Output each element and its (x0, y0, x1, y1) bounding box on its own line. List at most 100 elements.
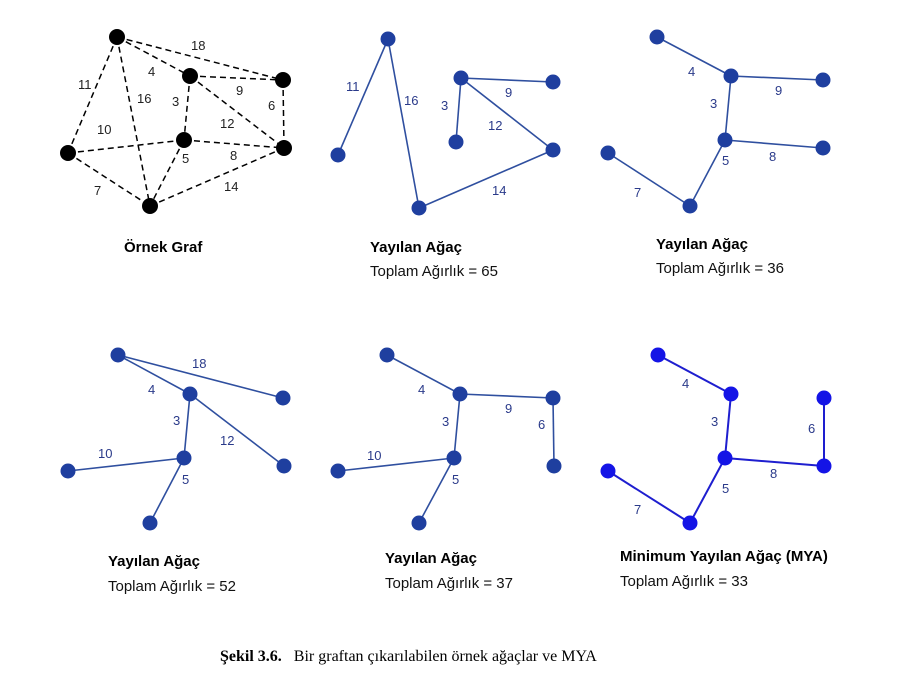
example-edge (149, 139, 185, 207)
tree-edge (724, 75, 732, 141)
tree-node (545, 74, 561, 90)
edge-weight-label: 3 (441, 98, 448, 113)
edge-weight-label: 6 (538, 417, 545, 432)
tree-node (411, 200, 427, 216)
tree-node (545, 390, 561, 406)
edge-weight-label: 18 (192, 356, 206, 371)
edge-weight-label: 9 (775, 83, 782, 98)
edge-weight-label: 12 (220, 116, 234, 131)
edge-weight-label: 11 (346, 79, 360, 94)
mst-node (723, 386, 739, 402)
tree-edge (387, 38, 420, 209)
edge-weight-label: 9 (236, 83, 243, 98)
example-edge (116, 36, 191, 77)
example-edge (149, 147, 285, 207)
tree-node (330, 147, 346, 163)
example-node (142, 198, 158, 214)
mst-panel: 4 3 6 8 5 7 Minimum Yayılan Ağaç (MYA) T… (600, 347, 832, 590)
tree-node (453, 70, 469, 86)
edge-weight-label: 3 (442, 414, 449, 429)
tree-node (142, 515, 158, 531)
tree-edge (183, 393, 191, 459)
edge-weight-label: 5 (182, 472, 189, 487)
panel-title: Minimum Yayılan Ağaç (MYA) (620, 548, 828, 565)
edge-weight-label: 3 (172, 94, 179, 109)
example-edge (67, 152, 151, 207)
edge-weight-label: 10 (367, 448, 381, 463)
tree-node (682, 198, 698, 214)
tree-edge (149, 457, 185, 524)
tree-node (448, 134, 464, 150)
tree-2-panel: 4 9 3 8 5 7 Yayılan Ağaç Toplam Ağırlık … (600, 29, 831, 277)
edge-weight-label: 6 (808, 421, 815, 436)
tree-node (60, 463, 76, 479)
mst-node (650, 347, 666, 363)
tree-node (110, 347, 126, 363)
tree-node (411, 515, 427, 531)
tree-edge (386, 354, 461, 395)
mst-node (816, 458, 832, 474)
tree-edge (455, 77, 462, 143)
panel-subtitle: Toplam Ağırlık = 65 (370, 263, 498, 280)
tree-edge (724, 139, 824, 149)
edge-weight-label: 4 (418, 382, 425, 397)
panel-title: Yayılan Ağaç (370, 239, 462, 256)
edge-weight-label: 4 (148, 64, 155, 79)
panel-title: Yayılan Ağaç (385, 550, 477, 567)
edge-weight-label: 7 (634, 502, 641, 517)
tree-node (182, 386, 198, 402)
tree-node (452, 386, 468, 402)
tree-edge (418, 149, 554, 209)
example-edge (282, 79, 285, 149)
edge-weight-label: 12 (220, 433, 234, 448)
tree-edge (689, 139, 726, 207)
mst-edge (657, 354, 732, 395)
tree-3-panel: 18 4 3 12 10 5 Yayılan Ağaç Toplam Ağırl… (60, 347, 292, 595)
tree-node (380, 31, 396, 47)
edge-weight-label: 3 (173, 413, 180, 428)
edge-weight-label: 4 (682, 376, 689, 391)
tree-node (717, 132, 733, 148)
edge-weight-label: 12 (488, 118, 502, 133)
tree-edge (460, 77, 554, 83)
example-edge (67, 36, 118, 154)
edge-weight-label: 7 (94, 183, 101, 198)
panel-subtitle: Toplam Ağırlık = 37 (385, 575, 513, 592)
tree-edge (607, 152, 691, 207)
tree-node (379, 347, 395, 363)
edge-weight-label: 9 (505, 401, 512, 416)
tree-edge (730, 75, 824, 81)
example-edge (116, 36, 151, 207)
mst-node (816, 390, 832, 406)
edge-weight-label: 10 (98, 446, 112, 461)
edge-weight-label: 5 (722, 481, 729, 496)
edge-weight-label: 8 (770, 466, 777, 481)
tree-node (546, 458, 562, 474)
example-node (60, 145, 76, 161)
panel-subtitle: Toplam Ağırlık = 33 (620, 573, 748, 590)
example-edge (189, 75, 284, 81)
tree-node (446, 450, 462, 466)
figure-caption: Şekil 3.6. Bir graftan çıkarılabilen örn… (220, 648, 597, 665)
tree-edge (418, 457, 455, 524)
edge-weight-label: 3 (711, 414, 718, 429)
edge-weight-label: 8 (769, 149, 776, 164)
mst-edge (724, 457, 825, 467)
tree-edge (337, 38, 389, 156)
tree-node (600, 145, 616, 161)
edge-weight-label: 11 (78, 77, 92, 92)
edge-weight-label: 5 (722, 153, 729, 168)
edge-weight-label: 8 (230, 148, 237, 163)
tree-node (176, 450, 192, 466)
edge-weight-label: 14 (492, 183, 506, 198)
edge-weight-label: 10 (97, 122, 111, 137)
tree-4-panel: 4 9 3 6 10 5 Yayılan Ağaç Toplam Ağırlık… (330, 347, 562, 592)
tree-edge (189, 393, 285, 467)
mst-node (717, 450, 733, 466)
edge-weight-label: 5 (452, 472, 459, 487)
example-node (109, 29, 125, 45)
tree-node (815, 140, 831, 156)
edge-weight-label: 18 (191, 38, 205, 53)
tree-edge (117, 354, 284, 399)
